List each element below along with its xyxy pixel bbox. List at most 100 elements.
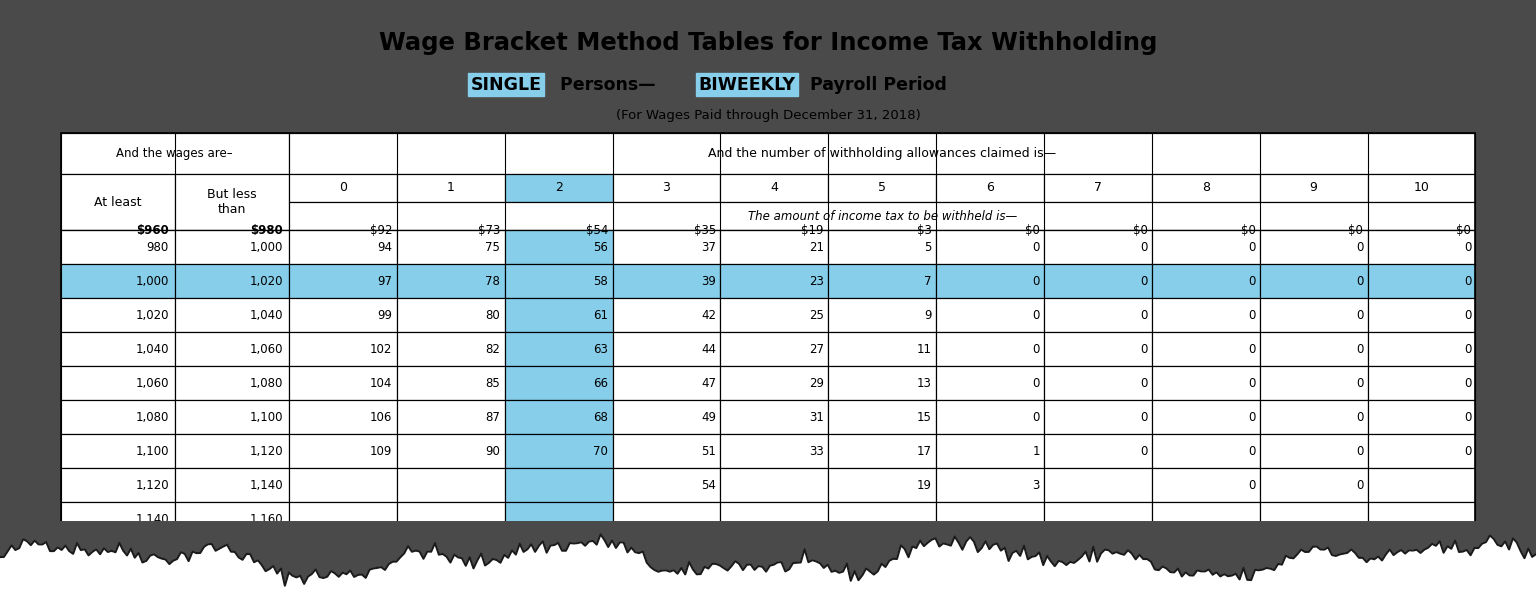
FancyBboxPatch shape [1260,468,1367,502]
Text: 78: 78 [485,275,501,288]
FancyBboxPatch shape [396,298,505,332]
Text: 21: 21 [809,241,823,254]
Text: $35: $35 [694,224,716,237]
Text: 1,040: 1,040 [135,343,169,356]
Text: 0: 0 [1140,410,1147,423]
FancyBboxPatch shape [935,400,1044,434]
FancyBboxPatch shape [396,332,505,366]
FancyBboxPatch shape [828,400,935,434]
Text: 1,160: 1,160 [249,513,283,525]
Text: 0: 0 [1464,410,1471,423]
FancyBboxPatch shape [60,400,175,434]
FancyBboxPatch shape [1367,400,1476,434]
FancyBboxPatch shape [1260,230,1367,264]
Text: 0: 0 [1249,444,1255,458]
FancyBboxPatch shape [1367,502,1476,536]
FancyBboxPatch shape [1367,298,1476,332]
Text: $0: $0 [1241,224,1255,237]
Text: 1,140: 1,140 [135,513,169,525]
Text: 0: 0 [1356,343,1364,356]
FancyBboxPatch shape [505,174,613,202]
Text: 0: 0 [1356,308,1364,322]
Text: 0: 0 [1249,308,1255,322]
FancyBboxPatch shape [720,502,828,536]
FancyBboxPatch shape [720,298,828,332]
FancyBboxPatch shape [613,366,720,400]
Text: 1,120: 1,120 [135,479,169,492]
FancyBboxPatch shape [289,133,1476,174]
Text: $92: $92 [370,224,393,237]
FancyBboxPatch shape [720,264,828,298]
FancyBboxPatch shape [935,298,1044,332]
Text: Payroll Period: Payroll Period [805,75,948,93]
Text: 8: 8 [1201,181,1210,194]
FancyBboxPatch shape [828,174,935,202]
Text: 7: 7 [925,275,932,288]
FancyBboxPatch shape [1152,298,1260,332]
FancyBboxPatch shape [613,434,720,468]
FancyBboxPatch shape [1044,468,1152,502]
Text: $0: $0 [1025,224,1040,237]
Text: 0: 0 [1356,241,1364,254]
Text: 1,040: 1,040 [250,308,283,322]
Text: 39: 39 [702,275,716,288]
FancyBboxPatch shape [60,133,289,174]
Text: 97: 97 [378,275,393,288]
FancyBboxPatch shape [60,502,175,536]
Text: 56: 56 [593,241,608,254]
Text: 15: 15 [917,410,932,423]
Text: 3: 3 [1032,479,1040,492]
FancyBboxPatch shape [60,174,175,230]
Text: $54: $54 [585,224,608,237]
Text: 49: 49 [700,410,716,423]
Text: 0: 0 [1249,241,1255,254]
Text: 37: 37 [702,241,716,254]
Text: 1,120: 1,120 [249,444,283,458]
Text: 0: 0 [1249,410,1255,423]
Text: 11: 11 [917,343,932,356]
Text: 980: 980 [147,241,169,254]
Text: 0: 0 [1356,444,1364,458]
Text: 0: 0 [1140,308,1147,322]
Text: 1,080: 1,080 [250,377,283,390]
Text: 75: 75 [485,241,501,254]
FancyBboxPatch shape [396,468,505,502]
FancyBboxPatch shape [1152,468,1260,502]
Text: 0: 0 [1140,241,1147,254]
FancyBboxPatch shape [720,230,828,264]
Text: 58: 58 [593,275,608,288]
Text: $960: $960 [137,224,169,237]
FancyBboxPatch shape [1367,434,1476,468]
FancyBboxPatch shape [505,434,613,468]
Text: 94: 94 [378,241,393,254]
Text: $0: $0 [1132,224,1147,237]
Text: 3: 3 [662,181,670,194]
FancyBboxPatch shape [935,502,1044,536]
Text: 70: 70 [593,444,608,458]
FancyBboxPatch shape [1152,400,1260,434]
FancyBboxPatch shape [1260,174,1367,202]
FancyBboxPatch shape [1152,264,1260,298]
FancyBboxPatch shape [1044,230,1152,264]
FancyBboxPatch shape [289,434,396,468]
FancyBboxPatch shape [720,174,828,202]
Text: 1,000: 1,000 [135,275,169,288]
FancyBboxPatch shape [935,434,1044,468]
FancyBboxPatch shape [505,366,613,400]
FancyBboxPatch shape [1260,264,1367,298]
FancyBboxPatch shape [1044,174,1152,202]
FancyBboxPatch shape [720,332,828,366]
Text: And the wages are–: And the wages are– [117,147,233,160]
Text: 0: 0 [1032,377,1040,390]
Text: At least: At least [94,195,141,208]
Text: $0: $0 [1349,224,1364,237]
FancyBboxPatch shape [935,468,1044,502]
FancyBboxPatch shape [828,468,935,502]
FancyBboxPatch shape [289,202,1476,230]
Text: 68: 68 [593,410,608,423]
Text: 1,100: 1,100 [250,410,283,423]
FancyBboxPatch shape [828,298,935,332]
Text: 27: 27 [809,343,823,356]
FancyBboxPatch shape [396,366,505,400]
Text: 5: 5 [879,181,886,194]
